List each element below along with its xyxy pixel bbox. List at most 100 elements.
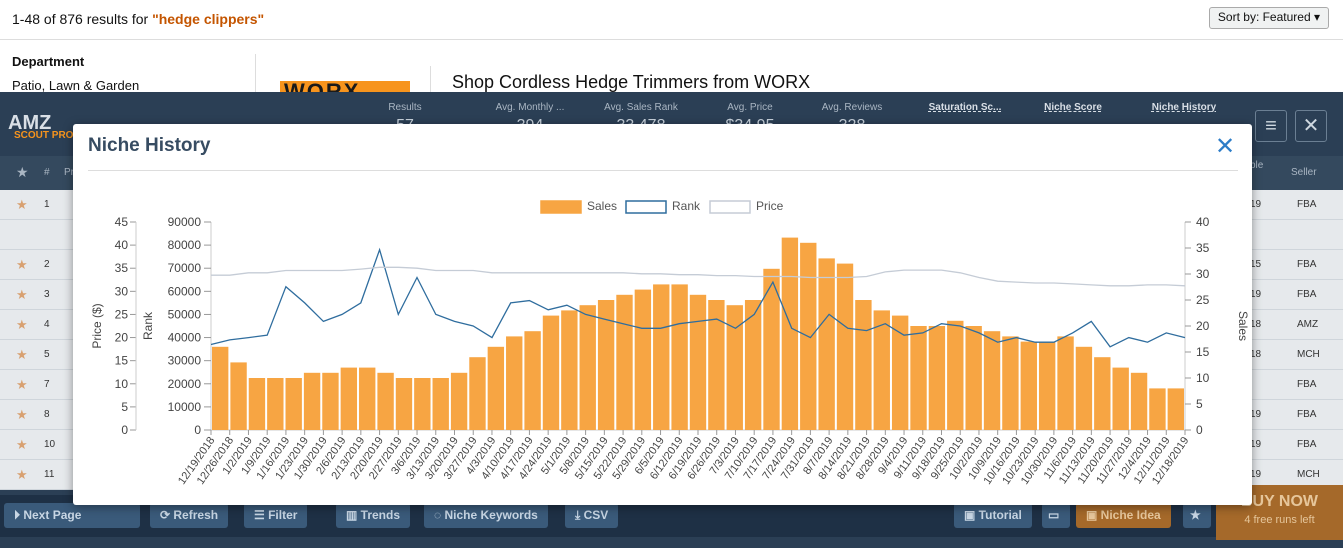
stat-niche-score[interactable]: Niche Score bbox=[1044, 102, 1102, 113]
star-icon[interactable]: ★ bbox=[16, 347, 28, 362]
sales-bar bbox=[359, 367, 376, 430]
close-panel-icon[interactable]: ✕ bbox=[1295, 110, 1327, 142]
price-tick-label: 45 bbox=[115, 215, 129, 229]
col-product[interactable]: Pr bbox=[64, 167, 74, 178]
sales-bar bbox=[248, 378, 266, 430]
row-date: 19 bbox=[1250, 469, 1262, 480]
price-axis-title: Price ($) bbox=[90, 303, 104, 348]
chat-icon[interactable]: ▭ bbox=[1042, 503, 1070, 528]
star-icon[interactable]: ★ bbox=[16, 407, 28, 422]
sponsored-brand-title[interactable]: Shop Cordless Hedge Trimmers from WORX bbox=[452, 72, 811, 92]
sales-bar bbox=[818, 258, 835, 430]
price-tick-label: 35 bbox=[115, 261, 129, 275]
sales-bar bbox=[781, 237, 799, 430]
sales-bar bbox=[212, 346, 229, 430]
rank-tick-label: 80000 bbox=[168, 238, 202, 252]
sales-bar bbox=[1075, 346, 1093, 430]
next-page-button[interactable]: ⏵ Next Page bbox=[4, 503, 140, 528]
rank-tick-label: 20000 bbox=[168, 377, 202, 391]
col-partial[interactable]: ble bbox=[1250, 160, 1264, 171]
legend-label: Sales bbox=[587, 199, 617, 213]
divider bbox=[88, 170, 1238, 171]
brand-logo[interactable]: WORX bbox=[280, 81, 410, 95]
sales-bar bbox=[947, 320, 964, 430]
star-icon[interactable]: ★ bbox=[16, 377, 28, 392]
star-icon[interactable]: ★ bbox=[16, 197, 28, 212]
sales-bar bbox=[487, 346, 505, 430]
sales-bar bbox=[744, 300, 762, 430]
price-tick-label: 20 bbox=[115, 331, 129, 345]
price-tick-label: 25 bbox=[115, 307, 129, 321]
star-icon[interactable]: ★ bbox=[16, 257, 28, 272]
row-seller: FBA bbox=[1297, 439, 1317, 450]
stat-saturation-score[interactable]: Saturation Sc... bbox=[928, 102, 1002, 113]
niche-history-modal: Niche History ✕ Sales Rank Price 0 5 10 15 20 2… bbox=[73, 124, 1252, 505]
buy-now-button[interactable]: BUY NOW 4 free runs left bbox=[1216, 485, 1343, 540]
sales-bar bbox=[561, 310, 578, 430]
price-series-line bbox=[211, 266, 1186, 287]
sales-bar bbox=[340, 367, 358, 430]
star-icon[interactable]: ★ bbox=[16, 317, 28, 332]
refresh-button[interactable]: ⟳ Refresh bbox=[150, 503, 229, 528]
sales-bar bbox=[1002, 336, 1019, 430]
row-number: 7 bbox=[44, 379, 50, 390]
download-icon: ⤓ bbox=[575, 508, 584, 522]
row-number: 11 bbox=[44, 469, 55, 480]
favorites-star-icon[interactable]: ★ bbox=[1183, 503, 1211, 528]
close-icon[interactable]: ✕ bbox=[1214, 133, 1236, 160]
star-icon[interactable]: ★ bbox=[16, 467, 28, 482]
sales-bar bbox=[414, 378, 431, 430]
bottom-toolbar: ⏵ Next Page ⟳ Refresh ☰ Filter ▥ Trends … bbox=[0, 495, 1343, 537]
row-seller: FBA bbox=[1297, 379, 1317, 390]
price-tick-label: 40 bbox=[115, 238, 129, 252]
rank-tick-label: 90000 bbox=[168, 215, 202, 229]
sales-bar bbox=[763, 268, 780, 430]
sales-bar bbox=[303, 372, 321, 430]
filter-button[interactable]: ☰ Filter bbox=[244, 503, 308, 528]
col-number[interactable]: # bbox=[44, 167, 50, 178]
row-date: 19 bbox=[1250, 409, 1262, 420]
legend-swatch bbox=[709, 200, 751, 214]
trends-button[interactable]: ▥ Trends bbox=[336, 503, 411, 528]
sales-bar bbox=[634, 289, 652, 430]
sales-bar bbox=[891, 315, 909, 430]
stat-niche-history[interactable]: Niche History bbox=[1151, 102, 1217, 113]
department-link[interactable]: Patio, Lawn & Garden bbox=[12, 78, 140, 93]
sales-bar bbox=[542, 315, 560, 430]
star-icon[interactable]: ★ bbox=[16, 287, 28, 302]
sales-bar bbox=[1020, 341, 1037, 430]
amzscout-logo: AMZ bbox=[8, 112, 52, 134]
chart-legend: Sales Rank Price bbox=[540, 199, 784, 214]
sales-bar bbox=[1094, 357, 1111, 430]
sales-bar bbox=[469, 357, 486, 430]
price-tick-label: 0 bbox=[121, 423, 128, 437]
divider bbox=[430, 66, 431, 96]
legend-label: Rank bbox=[672, 199, 701, 213]
tutorial-button[interactable]: ▣ Tutorial bbox=[954, 503, 1032, 528]
divider bbox=[255, 54, 256, 94]
price-tick-label: 30 bbox=[115, 284, 129, 298]
csv-button[interactable]: ⤓ CSV bbox=[565, 503, 619, 528]
sales-bar bbox=[1057, 336, 1074, 430]
sales-bar bbox=[597, 300, 615, 430]
results-count: 1-48 of 876 results for "hedge clippers" bbox=[12, 11, 265, 27]
sales-bar bbox=[1038, 341, 1056, 430]
sales-bar bbox=[395, 378, 413, 430]
rank-tick-label: 40000 bbox=[168, 331, 202, 345]
niche-idea-button[interactable]: ▣ Niche Idea bbox=[1076, 503, 1171, 528]
col-seller[interactable]: Seller bbox=[1291, 167, 1317, 178]
rank-axis-title: Rank bbox=[141, 311, 155, 340]
star-icon[interactable]: ★ bbox=[16, 164, 29, 180]
sales-bar bbox=[1167, 388, 1184, 430]
sales-bar bbox=[616, 294, 633, 430]
amzscout-logo-sub: SCOUT PRO bbox=[14, 130, 74, 141]
sales-tick-label: 30 bbox=[1196, 267, 1210, 281]
sort-dropdown[interactable]: Sort by: Featured ▾ bbox=[1208, 7, 1329, 29]
refresh-icon: ⟳ bbox=[160, 508, 174, 522]
menu-icon[interactable]: ≡ bbox=[1255, 110, 1287, 142]
row-seller: FBA bbox=[1297, 199, 1317, 210]
niche-keywords-button[interactable]: ◌ Niche Keywords bbox=[424, 503, 548, 528]
row-date: 19 bbox=[1250, 439, 1262, 450]
star-icon[interactable]: ★ bbox=[16, 437, 28, 452]
sales-bar bbox=[230, 362, 247, 430]
